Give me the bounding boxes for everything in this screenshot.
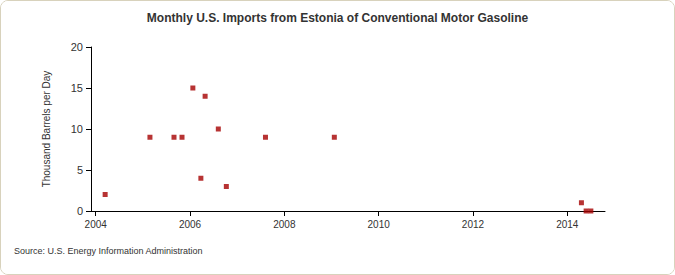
svg-text:2006: 2006 xyxy=(179,219,202,230)
svg-text:Monthly U.S. Imports from Esto: Monthly U.S. Imports from Estonia of Con… xyxy=(147,11,529,25)
svg-text:Source: U.S. Energy Informatio: Source: U.S. Energy Information Administ… xyxy=(14,246,203,256)
svg-text:2004: 2004 xyxy=(85,219,108,230)
svg-text:0: 0 xyxy=(77,205,83,217)
svg-text:2010: 2010 xyxy=(368,219,391,230)
svg-text:5: 5 xyxy=(77,164,83,176)
svg-text:2014: 2014 xyxy=(556,219,579,230)
svg-text:15: 15 xyxy=(71,82,83,94)
svg-text:10: 10 xyxy=(71,123,83,135)
svg-text:20: 20 xyxy=(71,41,83,53)
svg-text:2008: 2008 xyxy=(273,219,296,230)
svg-text:Thousand Barrels per Day: Thousand Barrels per Day xyxy=(41,71,52,188)
svg-text:2012: 2012 xyxy=(462,219,485,230)
